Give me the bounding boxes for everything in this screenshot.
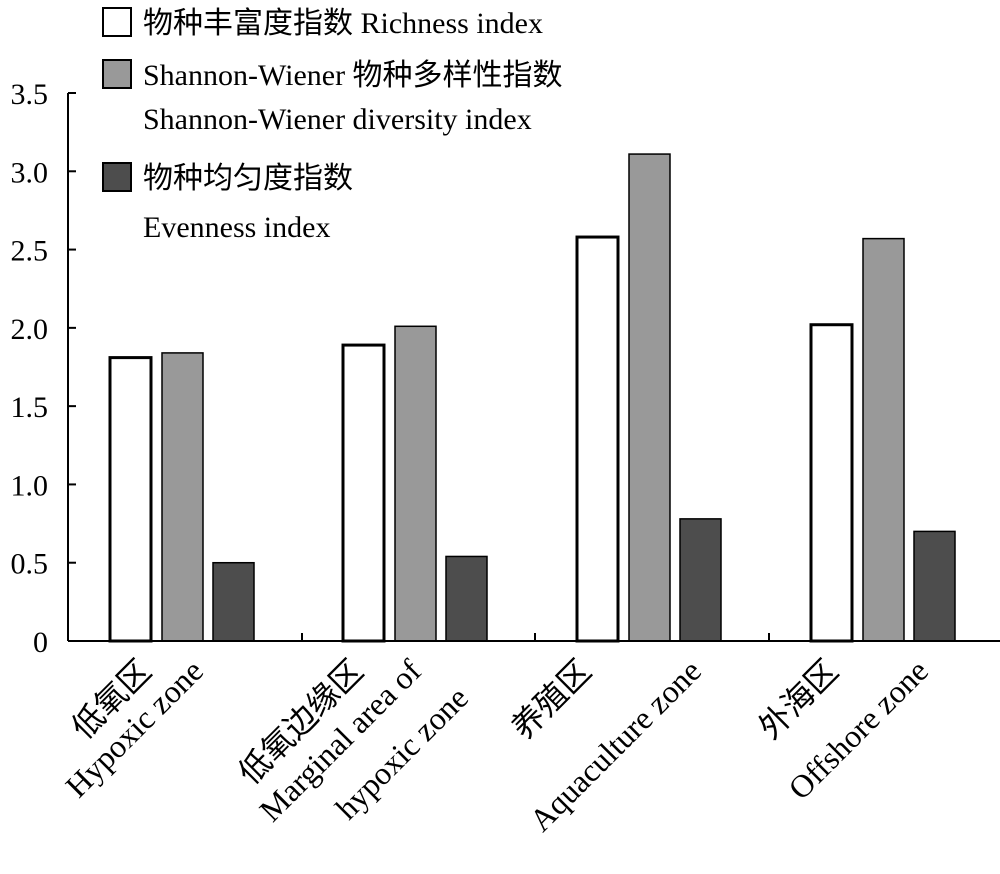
bar-series-3-category-3	[679, 518, 722, 642]
bar-series-1-category-2	[341, 343, 386, 643]
bar-series-2-category-3	[628, 153, 671, 642]
bar-series-2-category-1	[161, 352, 204, 642]
legend-label-series-3: Evenness index	[143, 211, 330, 244]
legend-swatch-series-3	[102, 162, 132, 192]
legend: 物种丰富度指数 Richness index Shannon-Wiener 物种多…	[102, 7, 563, 244]
bar-series-1-category-3	[575, 235, 620, 643]
bar-series-1-category-4	[809, 323, 854, 643]
y-tick-label: 2.5	[11, 235, 49, 268]
legend-label-series-3: 物种均匀度指数	[143, 162, 353, 195]
y-tick-label: 1.0	[11, 469, 49, 502]
y-tick-label: 0	[33, 626, 48, 659]
x-category-label: 养殖区	[505, 652, 598, 745]
y-tick-label: 0.5	[11, 548, 49, 581]
bar-series-2-category-4	[862, 237, 905, 642]
legend-swatch-series-2	[102, 59, 132, 89]
bar-series-1-category-1	[108, 356, 153, 643]
legend-label-series-1: 物种丰富度指数 Richness index	[143, 7, 543, 40]
y-tick-label: 1.5	[11, 391, 49, 424]
legend-label-series-2: Shannon-Wiener diversity index	[143, 103, 532, 136]
y-tick-label: 3.0	[11, 156, 49, 189]
legend-swatch-series-1	[102, 7, 132, 37]
legend-label-series-2: Shannon-Wiener 物种多样性指数	[143, 59, 563, 92]
bar-series-3-category-4	[913, 530, 956, 642]
y-tick-label: 3.5	[11, 78, 49, 111]
y-tick-label: 2.0	[11, 313, 49, 346]
bar-series-2-category-2	[394, 325, 437, 642]
bars-layer	[108, 153, 956, 643]
bar-series-3-category-2	[445, 555, 488, 642]
bar-series-3-category-1	[212, 561, 255, 642]
